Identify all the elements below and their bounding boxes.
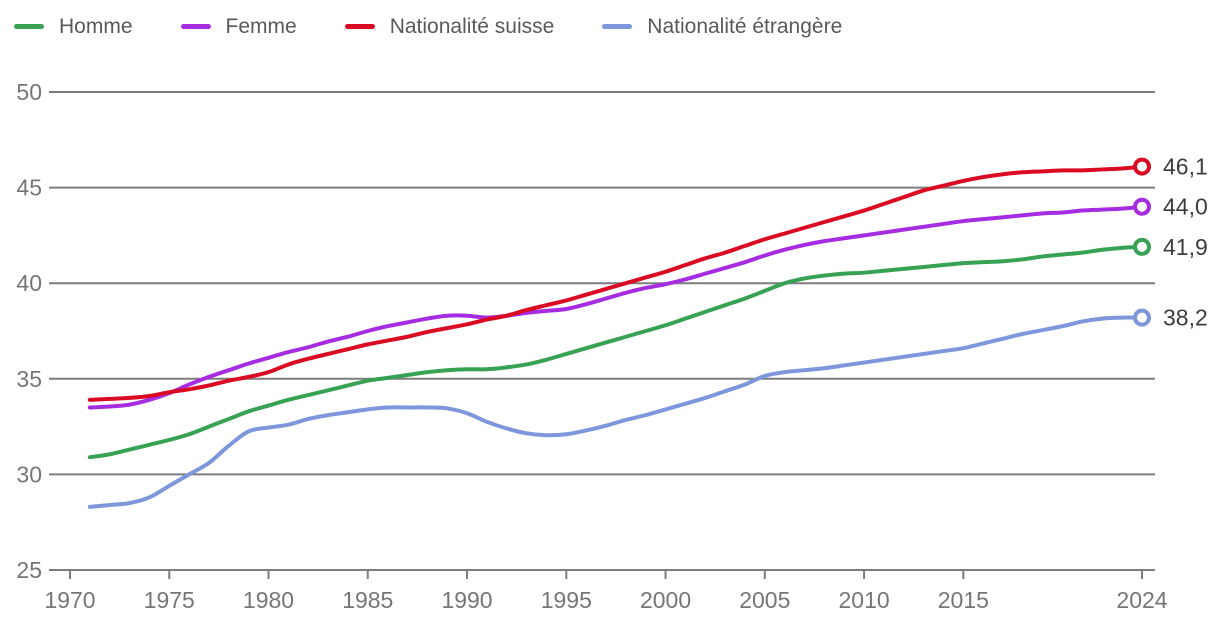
series-end-label-suisse: 46,1 — [1163, 154, 1208, 180]
series-endpoint-femme — [1133, 197, 1151, 216]
chart-legend: Homme Femme Nationalité suisse Nationali… — [14, 16, 842, 37]
x-axis-label: 1995 — [541, 587, 592, 613]
series-endpoint-homme — [1133, 237, 1151, 256]
series-endpoint-etrangere — [1133, 308, 1151, 327]
series-line-femme — [87, 204, 1144, 410]
x-axis-label: 1970 — [44, 587, 95, 613]
y-axis-label: 50 — [16, 79, 42, 105]
series-line-suisse — [87, 164, 1144, 402]
legend-swatch-nationalite-suisse-icon — [344, 24, 375, 29]
y-axis-label: 25 — [16, 557, 42, 583]
x-axis-label: 1990 — [441, 587, 492, 613]
legend-item-nationalite-etrangere[interactable]: Nationalité étrangère — [602, 16, 842, 37]
x-axis-label: 2010 — [838, 587, 889, 613]
legend-item-nationalite-suisse[interactable]: Nationalité suisse — [344, 15, 555, 38]
x-axis-label: 2015 — [938, 587, 989, 613]
series-end-label-femme: 44,0 — [1163, 194, 1208, 220]
legend-swatch-homme-icon — [14, 24, 44, 29]
legend-label-nationalite-etrangere: Nationalité étrangère — [647, 15, 843, 38]
series-end-label-homme: 41,9 — [1163, 234, 1208, 260]
legend-swatch-femme-icon — [180, 24, 211, 29]
x-axis-label: 1980 — [243, 587, 294, 613]
y-axis-label: 30 — [16, 461, 42, 487]
x-axis-label: 1975 — [144, 587, 195, 613]
legend-swatch-nationalite-etrangere-icon — [602, 24, 633, 29]
y-axis-label: 35 — [16, 366, 42, 392]
x-axis-label: 2005 — [739, 587, 790, 613]
legend-label-homme: Homme — [59, 15, 133, 38]
series-end-label-etrangere: 38,2 — [1163, 305, 1208, 331]
series-line-etrangere — [87, 315, 1144, 509]
legend-item-homme[interactable]: Homme — [14, 16, 133, 37]
x-axis-label: 1985 — [342, 587, 393, 613]
series-endpoint-suisse — [1133, 157, 1151, 176]
legend-item-femme[interactable]: Femme — [180, 15, 297, 38]
x-axis-label: 2000 — [640, 587, 691, 613]
legend-label-femme: Femme — [225, 15, 297, 38]
y-axis-label: 40 — [16, 270, 42, 296]
series-line-homme — [87, 244, 1144, 460]
y-axis-label: 45 — [16, 175, 42, 201]
x-axis-label: 2024 — [1116, 587, 1167, 613]
legend-label-nationalite-suisse: Nationalité suisse — [389, 15, 555, 38]
